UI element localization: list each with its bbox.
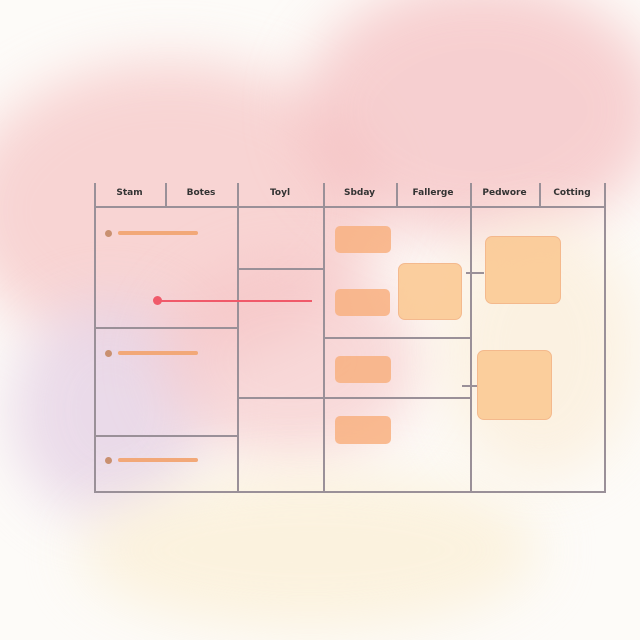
column-header: Cotting <box>553 188 591 198</box>
column-header: Pedwore <box>482 188 527 198</box>
connector <box>466 272 484 274</box>
column-header: Fallerge <box>412 188 454 198</box>
column-header: Toyl <box>269 188 291 198</box>
connector <box>462 385 477 387</box>
card[interactable] <box>485 236 561 304</box>
column-header: Stam <box>116 188 143 198</box>
card[interactable] <box>398 263 462 320</box>
card[interactable] <box>335 356 391 383</box>
card[interactable] <box>335 226 391 253</box>
card[interactable] <box>335 416 391 444</box>
card[interactable] <box>477 350 552 420</box>
column-header: Sbday <box>343 188 376 198</box>
column-header: Botes <box>186 188 216 198</box>
card[interactable] <box>335 289 390 316</box>
